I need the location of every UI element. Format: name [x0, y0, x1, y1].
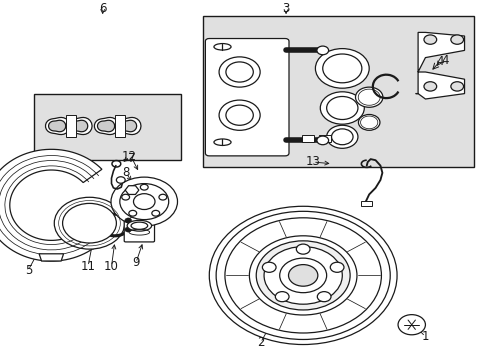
Text: 9: 9: [132, 256, 140, 269]
Circle shape: [124, 227, 131, 232]
Polygon shape: [45, 117, 70, 135]
Text: 12: 12: [122, 150, 137, 163]
Circle shape: [262, 262, 276, 272]
Circle shape: [111, 177, 177, 226]
Circle shape: [329, 262, 343, 272]
Polygon shape: [48, 120, 66, 132]
Circle shape: [120, 184, 168, 220]
Polygon shape: [67, 117, 92, 135]
Polygon shape: [125, 186, 139, 194]
Circle shape: [159, 194, 166, 200]
Bar: [66, 115, 76, 137]
Circle shape: [124, 218, 131, 223]
Text: 8: 8: [122, 166, 130, 179]
Circle shape: [275, 292, 288, 302]
Circle shape: [133, 194, 155, 210]
Circle shape: [423, 35, 436, 44]
Ellipse shape: [214, 44, 231, 50]
Circle shape: [256, 241, 349, 310]
Polygon shape: [415, 32, 464, 99]
Circle shape: [317, 292, 330, 302]
Circle shape: [219, 57, 260, 87]
Circle shape: [116, 177, 125, 183]
Circle shape: [315, 49, 368, 88]
Circle shape: [128, 210, 136, 216]
Circle shape: [279, 258, 326, 293]
Circle shape: [54, 197, 124, 249]
Circle shape: [322, 54, 361, 83]
Circle shape: [127, 186, 137, 194]
Circle shape: [264, 247, 342, 304]
Text: 10: 10: [104, 260, 119, 273]
Polygon shape: [119, 120, 137, 132]
FancyBboxPatch shape: [205, 39, 288, 156]
Circle shape: [216, 211, 389, 339]
Circle shape: [288, 265, 317, 286]
Circle shape: [331, 129, 352, 145]
Ellipse shape: [214, 139, 231, 145]
Polygon shape: [39, 254, 63, 261]
Text: 6: 6: [99, 3, 106, 15]
Circle shape: [296, 244, 309, 254]
Text: 3: 3: [282, 3, 289, 15]
Text: 13: 13: [305, 156, 320, 168]
Text: 11: 11: [81, 260, 95, 273]
Polygon shape: [70, 120, 88, 132]
Circle shape: [225, 62, 253, 82]
Bar: [115, 115, 124, 137]
Polygon shape: [94, 117, 119, 135]
Ellipse shape: [127, 220, 151, 231]
Circle shape: [209, 206, 396, 345]
Circle shape: [320, 92, 364, 124]
Text: 7: 7: [128, 152, 136, 165]
Circle shape: [152, 210, 160, 216]
Circle shape: [326, 125, 357, 148]
Bar: [34, 94, 181, 160]
Circle shape: [225, 105, 253, 125]
Circle shape: [62, 203, 116, 243]
Circle shape: [450, 35, 463, 44]
Text: 4: 4: [435, 55, 443, 68]
Circle shape: [450, 82, 463, 91]
Circle shape: [397, 315, 425, 335]
Bar: [319, 135, 330, 142]
Circle shape: [316, 46, 328, 55]
Ellipse shape: [131, 222, 147, 229]
Text: 2: 2: [256, 336, 264, 349]
Circle shape: [423, 82, 436, 91]
Bar: [203, 16, 473, 167]
Text: 1: 1: [421, 330, 428, 343]
Circle shape: [224, 218, 381, 333]
Circle shape: [219, 100, 260, 130]
Polygon shape: [97, 120, 115, 132]
Text: 4: 4: [440, 54, 447, 67]
Circle shape: [316, 136, 328, 145]
Circle shape: [326, 96, 357, 120]
Bar: [302, 135, 313, 142]
Circle shape: [122, 194, 129, 200]
Polygon shape: [0, 149, 102, 261]
Circle shape: [140, 184, 148, 190]
Bar: [360, 201, 371, 206]
Polygon shape: [116, 117, 141, 135]
FancyBboxPatch shape: [124, 210, 154, 242]
Circle shape: [358, 114, 379, 130]
Circle shape: [355, 87, 382, 107]
Circle shape: [249, 236, 356, 315]
Text: 5: 5: [24, 264, 32, 276]
